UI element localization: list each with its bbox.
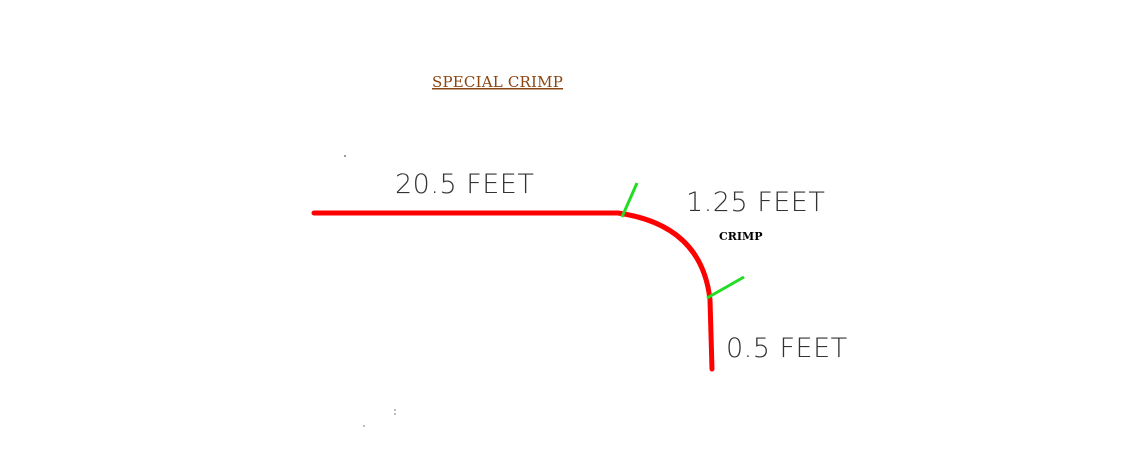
segment-label-drop: 0.5 FEET [726,333,848,364]
segment-marker [706,275,745,300]
drop-segment [707,297,715,372]
stray-dot [363,425,365,427]
stray-dot [394,409,396,411]
crimp-segment [615,210,713,303]
crimp-note: CRIMP [719,230,763,243]
diagram-title: SPECIAL CRIMP [432,73,563,91]
stray-dot [394,413,396,415]
segment-marker [620,182,639,218]
segment-label-straight: 20.5 FEET [395,169,534,200]
stray-dot [344,155,346,157]
segment-label-crimp: 1.25 FEET [686,187,825,218]
